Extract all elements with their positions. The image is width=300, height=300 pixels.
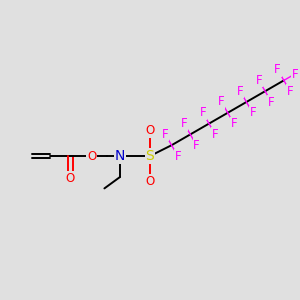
Text: F: F <box>274 63 281 76</box>
Text: F: F <box>249 106 256 119</box>
Text: F: F <box>268 96 275 109</box>
Text: F: F <box>162 128 169 141</box>
Text: O: O <box>87 149 96 163</box>
Text: O: O <box>66 172 75 185</box>
Text: F: F <box>256 74 262 87</box>
Text: F: F <box>287 85 293 98</box>
Text: O: O <box>146 124 154 137</box>
Text: F: F <box>193 139 200 152</box>
Text: N: N <box>115 149 125 163</box>
Text: F: F <box>212 128 219 141</box>
Text: F: F <box>181 117 187 130</box>
Text: F: F <box>291 68 298 81</box>
Text: F: F <box>218 95 225 108</box>
Text: F: F <box>231 117 237 130</box>
Text: F: F <box>200 106 206 119</box>
Text: S: S <box>146 149 154 163</box>
Text: O: O <box>146 175 154 188</box>
Text: F: F <box>175 150 181 163</box>
Text: F: F <box>237 85 243 98</box>
